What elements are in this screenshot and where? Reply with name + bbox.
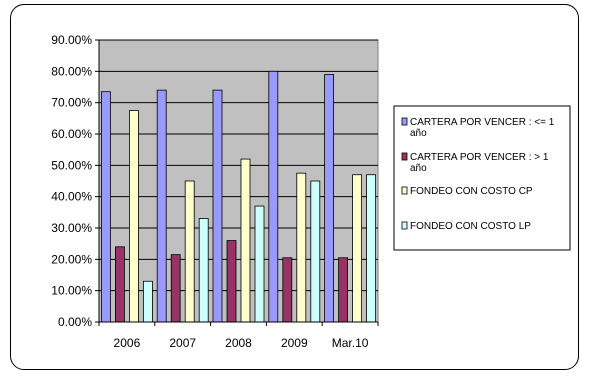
legend-label: CARTERA POR VENCER : > 1 año: [410, 152, 549, 174]
bar: [352, 174, 363, 323]
x-tick-label: 2009: [281, 336, 308, 350]
legend-box: [393, 105, 571, 251]
legend-label: CARTERA POR VENCER : <= 1 año: [410, 117, 555, 139]
legend-swatch: [401, 186, 408, 195]
x-tick-label: 2006: [114, 336, 141, 350]
bar: [226, 240, 237, 323]
bar: [254, 205, 265, 323]
bar: [324, 74, 335, 323]
legend-label: FONDEO CON COSTO LP: [410, 221, 531, 232]
legend-swatch: [401, 152, 408, 161]
bar: [156, 89, 167, 323]
y-tick-label: 80.00%: [51, 64, 92, 78]
legend: CARTERA POR VENCER : <= 1 año CARTERA POR …: [393, 105, 571, 251]
y-tick-label: 60.00%: [51, 127, 92, 141]
legend-label: FONDEO CON COSTO CP: [410, 186, 533, 197]
y-tick-label: 90.00%: [51, 33, 92, 47]
legend-swatch: [401, 221, 408, 230]
plot-area: [98, 39, 379, 323]
plot-background: [98, 39, 379, 323]
y-tick-label: 20.00%: [51, 252, 92, 266]
bar: [268, 70, 279, 323]
y-tick-label: 40.00%: [51, 190, 92, 204]
y-tick-label: 30.00%: [51, 221, 92, 235]
bar: [240, 158, 251, 323]
bar: [142, 280, 153, 323]
y-tick-label: 50.00%: [51, 158, 92, 172]
legend-swatch: [401, 117, 408, 126]
x-tick-label: 2008: [225, 336, 252, 350]
bar: [282, 257, 293, 323]
bar: [366, 174, 377, 323]
bar: [101, 91, 111, 323]
x-tick-label: Mar.10: [332, 336, 369, 350]
bar: [115, 246, 125, 323]
x-tick-label: 2007: [169, 336, 196, 350]
bar: [212, 89, 223, 323]
bar: [170, 254, 181, 323]
axes: 0.00% 10.00% 20.00% 30.00% 40.00% 50.00% 60.00…: [51, 33, 379, 350]
bar: [128, 110, 139, 323]
bars: [101, 70, 377, 323]
y-tick-label: 10.00%: [51, 284, 92, 298]
bar: [184, 180, 195, 323]
bar: [310, 180, 321, 323]
y-tick-label: 70.00%: [51, 96, 92, 110]
bar: [198, 218, 209, 323]
bar: [296, 172, 307, 323]
bar: [338, 257, 349, 323]
y-tick-label: 0.00%: [58, 315, 92, 329]
